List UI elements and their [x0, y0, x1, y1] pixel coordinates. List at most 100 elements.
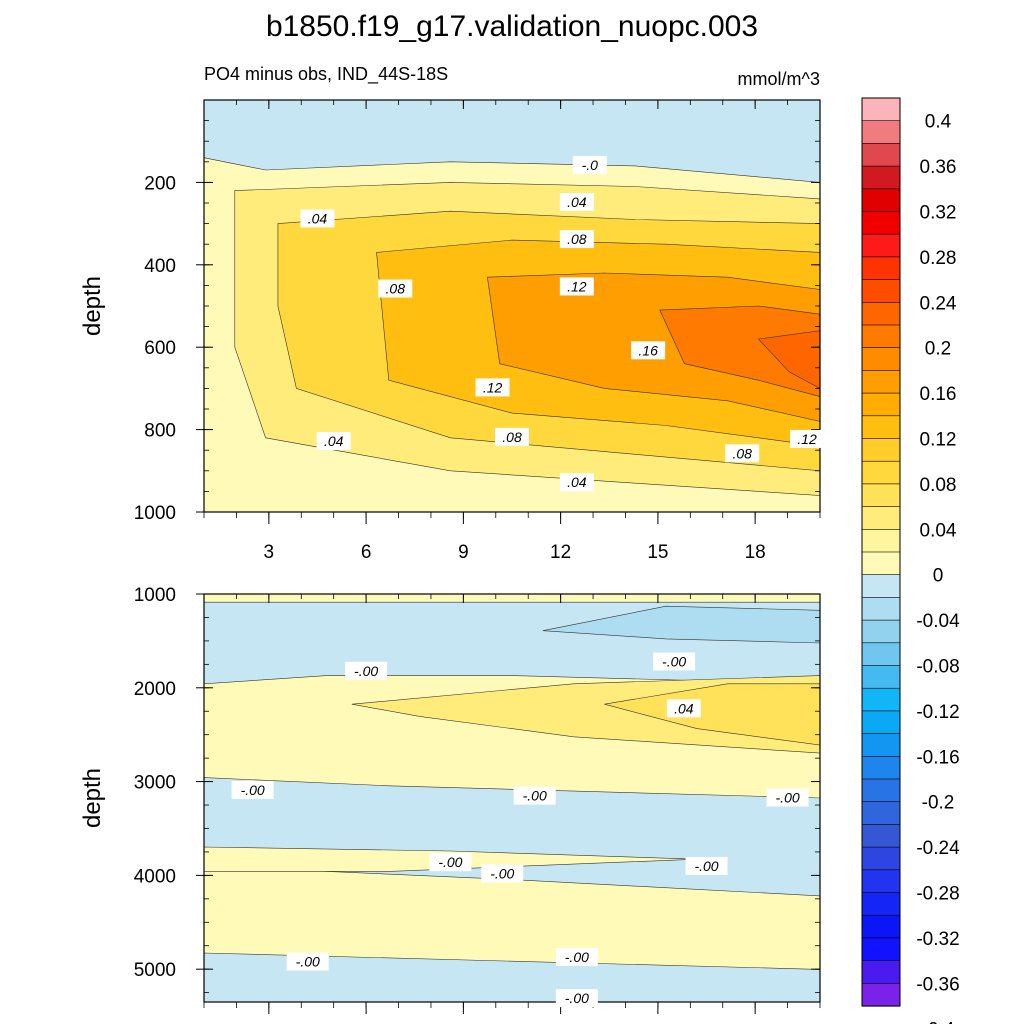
- colorbar-swatch: [861, 914, 901, 939]
- contour-label: .04: [674, 700, 694, 716]
- colorbar-swatch: [861, 551, 901, 576]
- contour-label-box: [790, 429, 825, 448]
- colorbar-label: -0.2: [922, 793, 955, 814]
- colorbar-swatch: [861, 347, 901, 372]
- colorbar-label: 0.28: [920, 248, 957, 269]
- colorbar-label: 0.24: [920, 293, 957, 314]
- contour-label: .04: [308, 210, 328, 226]
- contour-label: -.00: [565, 949, 589, 965]
- colorbar-swatch: [861, 165, 901, 190]
- colorbar-frame: [861, 97, 901, 1007]
- colorbar-swatch: [861, 665, 901, 689]
- lower-panel: 1000 2000 3000 4000 5000 depth -.00 -.00 .04 -.00…: [79, 585, 821, 1014]
- contour-label-box: [653, 652, 696, 671]
- contour-label-box: [286, 952, 329, 971]
- colorbar-swatch: [861, 892, 901, 916]
- colorbar-swatch: [861, 528, 901, 553]
- y-tick-label: 4000: [134, 866, 176, 887]
- colorbar-label: -0.36: [916, 974, 959, 995]
- colorbar-swatch: [861, 392, 901, 417]
- y-tick-label: 400: [144, 256, 176, 277]
- upper-panel: 200 400 600 800 1000 3 6 9 12 15 18 depth -.0 .04 .04.…: [79, 99, 825, 563]
- colorbar-label: -0.08: [916, 657, 959, 678]
- y-tick-label: 200: [144, 173, 176, 194]
- x-tick-label: 12: [550, 542, 571, 563]
- colorbar-swatch: [861, 415, 901, 440]
- contour-label: -.00: [354, 663, 378, 679]
- y-tick-label: 5000: [134, 960, 176, 981]
- colorbar-label: 0.12: [920, 430, 957, 451]
- colorbar-label: -0.28: [916, 884, 959, 905]
- y-tick-label: 3000: [134, 773, 176, 794]
- contour-label-box: [378, 279, 413, 298]
- contour-label: -.00: [776, 789, 800, 805]
- y-tick-label: 1000: [134, 503, 176, 524]
- colorbar-swatch: [861, 279, 901, 303]
- colorbar-label: -0.24: [916, 838, 960, 859]
- colorbar-swatch: [861, 460, 901, 485]
- contour-label: -.00: [490, 865, 514, 881]
- colorbar-swatch: [861, 301, 901, 326]
- contour-label: .04: [567, 474, 587, 490]
- x-tick-label: 3: [264, 542, 275, 563]
- colorbar-swatch: [861, 143, 901, 167]
- contour-label-box: [631, 341, 666, 360]
- contour-label-box: [475, 378, 510, 397]
- contour-label: .12: [567, 278, 587, 294]
- contour-label-box: [345, 661, 388, 680]
- colorbar-swatch: [861, 960, 901, 984]
- colorbar-label: 0.2: [925, 339, 951, 360]
- colorbar-swatch: [861, 824, 901, 848]
- x-tick-label: 15: [647, 542, 668, 563]
- chart-title: b1850.f19_g17.validation_nuopc.003: [266, 10, 758, 43]
- y-tick-label: 800: [144, 421, 176, 442]
- plot-frame: [203, 593, 821, 1003]
- colorbar-label: -0.32: [916, 929, 959, 950]
- contour-label: .12: [483, 379, 503, 395]
- y-tick-label: 1000: [134, 585, 176, 606]
- colorbar-swatch: [861, 233, 901, 258]
- contour-label-box: [429, 853, 472, 872]
- colorbar-label: -0.12: [916, 702, 959, 723]
- colorbar-swatch: [861, 982, 901, 1007]
- contour-label: .12: [797, 431, 817, 447]
- contour-label: .08: [567, 231, 587, 247]
- contour-label-box: [572, 155, 607, 174]
- colorbar-swatch: [861, 506, 901, 530]
- colorbar-label: 0.04: [920, 520, 957, 541]
- colorbar-swatch: [861, 324, 901, 349]
- colorbar-swatch: [861, 755, 901, 780]
- contour-label-box: [559, 277, 594, 296]
- colorbar-swatch: [861, 188, 901, 213]
- y-tick-label: 600: [144, 338, 176, 359]
- contour-label-box: [231, 780, 274, 799]
- colorbar-label: 0.32: [920, 203, 957, 224]
- colorbar-swatch: [861, 642, 901, 667]
- colorbar-swatch: [861, 97, 901, 122]
- colorbar-label: -0.4: [922, 1020, 955, 1024]
- colorbar-swatch: [861, 120, 901, 144]
- colorbar-label: 0: [933, 566, 944, 587]
- colorbar-swatch: [861, 778, 901, 803]
- colorbar-swatch: [861, 937, 901, 962]
- contour-label: .08: [502, 429, 522, 445]
- x-tick-label: 9: [458, 542, 469, 563]
- contour-label-box: [685, 856, 728, 875]
- contour-label-box: [481, 864, 524, 883]
- contour-label: -.00: [296, 954, 320, 970]
- colorbar-swatch: [861, 733, 901, 757]
- x-tick-label: 18: [745, 542, 766, 563]
- contour-label: -.00: [565, 990, 589, 1006]
- colorbar-swatch: [861, 869, 901, 894]
- contour-label-box: [559, 193, 594, 211]
- contour-label-box: [725, 444, 760, 463]
- units-label: mmol/m^3: [738, 69, 820, 89]
- contour-label-box: [766, 788, 809, 807]
- contour-label: -.00: [523, 788, 547, 804]
- contour-label: -.0: [582, 157, 599, 173]
- colorbar-swatch: [861, 687, 901, 712]
- y-axis-label: depth: [79, 768, 106, 828]
- colorbar-swatch: [861, 619, 901, 644]
- contour-label-box: [300, 209, 335, 228]
